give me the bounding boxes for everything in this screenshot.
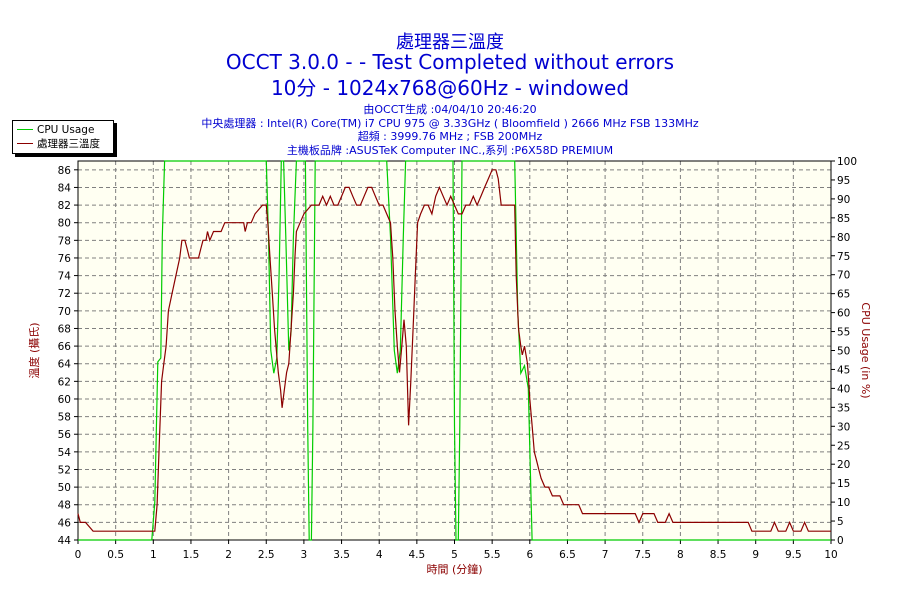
y2-tick-label: 80 [837, 232, 850, 244]
legend-swatch-cpu-usage [17, 129, 33, 130]
y-tick-label: 58 [58, 412, 71, 424]
x-tick-label: 3 [301, 549, 308, 561]
y-tick-label: 82 [58, 200, 71, 212]
x-tick-label: 4.5 [408, 549, 425, 561]
y2-tick-label: 5 [837, 516, 844, 528]
info-overclock: 超頻 : 3999.76 MHz ; FSB 200MHz [357, 130, 543, 143]
info-generated: 由OCCT生成 :04/04/10 20:46:20 [363, 103, 537, 116]
y2-tick-label: 70 [837, 270, 850, 282]
y-tick-label: 80 [58, 218, 71, 230]
info-cpu: 中央處理器 : Intel(R) Core(TM) i7 CPU 975 @ 3… [201, 116, 699, 130]
y-tick-label: 48 [58, 500, 71, 512]
x-tick-label: 5 [451, 549, 458, 561]
y-tick-label: 44 [58, 535, 72, 547]
legend: CPU Usage 處理器三溫度 [12, 120, 114, 154]
chart-subtitle-test: OCCT 3.0.0 - - Test Completed without er… [225, 50, 675, 74]
x-tick-label: 6.5 [559, 549, 576, 561]
y2-tick-label: 90 [837, 194, 850, 206]
y2-tick-label: 35 [837, 402, 850, 414]
legend-label-cpu-usage: CPU Usage [37, 123, 95, 136]
y-tick-label: 76 [58, 253, 72, 265]
x-tick-label: 10 [824, 549, 837, 561]
x-tick-label: 4 [376, 549, 383, 561]
y-tick-label: 86 [58, 165, 72, 177]
y-tick-label: 56 [58, 429, 72, 441]
x-tick-label: 8.5 [710, 549, 727, 561]
legend-label-temperature: 處理器三溫度 [37, 138, 100, 150]
y-tick-label: 66 [58, 341, 72, 353]
y2-tick-label: 65 [837, 289, 850, 301]
y-tick-label: 50 [58, 482, 71, 494]
y2-tick-label: 50 [837, 346, 850, 358]
y-tick-label: 72 [58, 288, 71, 300]
y-tick-label: 62 [58, 376, 71, 388]
y-tick-label: 78 [58, 235, 71, 247]
x-tick-label: 8 [677, 549, 684, 561]
y-tick-label: 54 [58, 447, 72, 459]
series-line-cpu-usage [78, 160, 831, 541]
x-tick-label: 0.5 [107, 549, 124, 561]
x-tick-label: 0 [75, 549, 82, 561]
y-tick-label: 68 [58, 323, 71, 335]
y-tick-label: 70 [58, 306, 71, 318]
y2-tick-label: 0 [837, 535, 844, 547]
y2-tick-label: 40 [837, 383, 850, 395]
y2-tick-label: 30 [837, 421, 850, 433]
y2-tick-label: 25 [837, 440, 850, 452]
y2-tick-label: 60 [837, 308, 850, 320]
y2-tick-label: 75 [837, 251, 850, 263]
y2-tick-label: 15 [837, 478, 850, 490]
y2-tick-label: 95 [837, 175, 850, 187]
series-line-temperature [77, 169, 831, 532]
y2-tick-label: 20 [837, 459, 850, 471]
x-tick-label: 2.5 [258, 549, 275, 561]
y-tick-label: 60 [58, 394, 71, 406]
y-axis-label: 溫度 (攝氏) [27, 322, 41, 378]
x-tick-label: 3.5 [333, 549, 350, 561]
x-tick-label: 6 [526, 549, 533, 561]
x-tick-label: 7.5 [634, 549, 651, 561]
y2-tick-label: 100 [837, 156, 857, 168]
chart-title: 處理器三溫度 [396, 32, 504, 53]
x-tick-label: 5.5 [484, 549, 501, 561]
y2-tick-label: 85 [837, 213, 850, 225]
y2-axis-label: CPU Usage (in %) [859, 302, 872, 398]
x-tick-label: 9 [752, 549, 759, 561]
x-tick-label: 9.5 [785, 549, 802, 561]
x-tick-label: 1 [150, 549, 157, 561]
legend-swatch-temperature [17, 143, 33, 144]
legend-item-cpu-usage: CPU Usage [17, 123, 94, 136]
y2-tick-label: 55 [837, 327, 850, 339]
y2-tick-label: 45 [837, 364, 850, 376]
y-tick-label: 52 [58, 464, 71, 476]
x-tick-label: 7 [602, 549, 609, 561]
info-motherboard: 主機板品牌 :ASUSTeK Computer INC.,系列 :P6X58D … [286, 143, 614, 157]
x-tick-label: 1.5 [183, 549, 200, 561]
y-tick-label: 74 [58, 271, 72, 283]
x-tick-label: 2 [225, 549, 232, 561]
x-axis-label: 時間 (分鐘) [426, 562, 482, 576]
y-tick-label: 64 [58, 359, 72, 371]
chart-subtitle-duration: 10分 - 1024x768@60Hz - windowed [270, 76, 630, 100]
y-tick-label: 84 [58, 182, 72, 194]
y-tick-label: 46 [58, 517, 72, 529]
legend-item-temperature: 處理器三溫度 [17, 137, 100, 150]
y2-tick-label: 10 [837, 497, 850, 509]
